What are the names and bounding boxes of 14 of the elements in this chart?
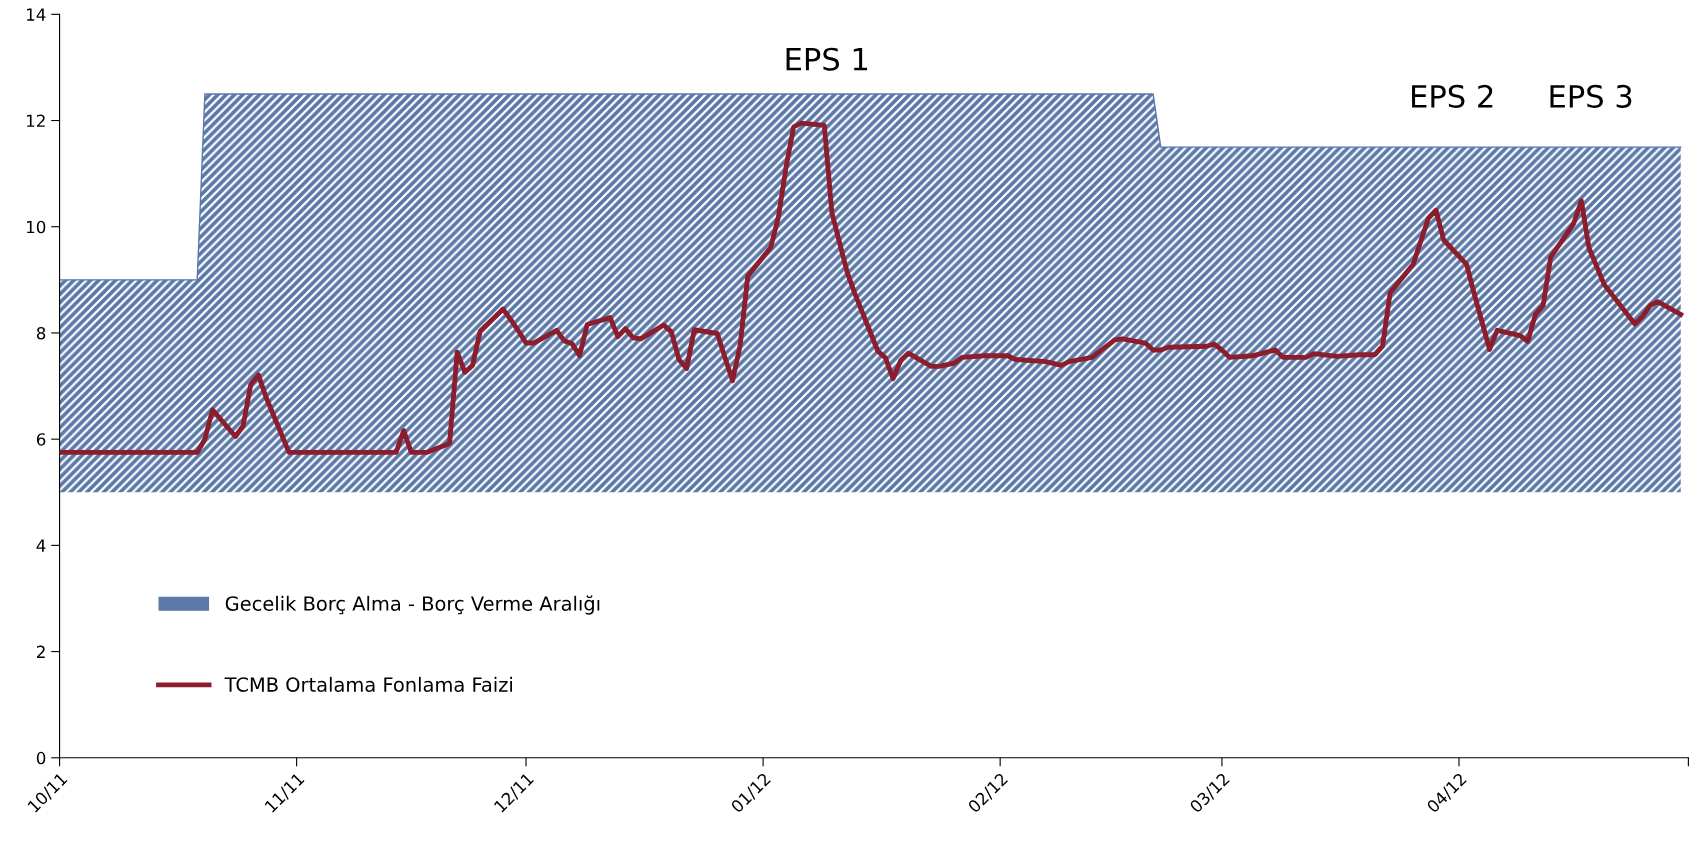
annotation: EPS 2 [1412,84,1493,108]
annotation: EPS 1 [786,47,868,71]
y-tick-label: 6 [36,433,46,446]
y-tick-label: 0 [36,751,46,765]
annotation: EPS 3 [1550,84,1632,108]
legend-label: TCMB Ortalama Fonlama Faizi [224,676,512,692]
y-tick-label: 4 [36,539,46,552]
y-tick-label: 12 [27,114,45,127]
y-tick-label: 10 [27,220,46,234]
legend-label: Gecelik Borç Alma - Borç Verme Aralığı [225,595,600,615]
y-tick-label: 8 [36,326,46,340]
line-series [59,120,1684,455]
y-tick-label: 14 [27,8,46,21]
y-tick-label: 2 [36,645,45,658]
